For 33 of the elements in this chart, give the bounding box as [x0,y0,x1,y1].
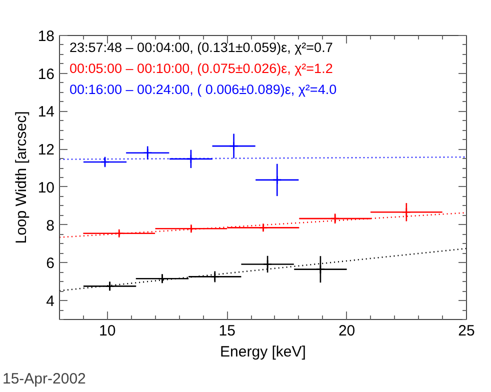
point [330,214,340,224]
point [402,208,412,217]
point [186,154,196,164]
y-tick-label: 14 [38,104,55,121]
point [186,224,196,234]
y-tick-label: 10 [38,179,55,196]
y-tick-label: 18 [38,28,55,45]
point [210,272,220,282]
x-axis-title: Energy [keV] [220,344,306,360]
point [262,260,272,269]
x-tick-label: 25 [458,322,475,340]
y-axis-title: Loop Width [arcsec] [12,111,30,244]
x-tick-label: 20 [338,322,356,340]
point [316,264,326,274]
y-tick-label: 12 [38,142,55,159]
y-tick-label: 8 [46,217,54,234]
point [105,282,114,291]
text: 23:57:48 – 00:04:00, (0.131±0.059)ε, χ²=0.7 [70,40,333,55]
text: 00:05:00 – 00:10:00, (0.075±0.026)ε, χ²=1.2 [70,61,333,76]
text: 00:16:00 – 00:24:00, ( 0.006±0.089)ε, χ²=4.0 [70,82,337,97]
text: 15-Apr-2002 [2,370,86,388]
point [100,157,110,167]
y-tick-label: 6 [46,255,54,272]
x-tick-label: 10 [99,322,116,340]
point [142,148,152,158]
point [114,228,124,238]
y-tick-label: 4 [46,293,54,310]
point [158,274,167,284]
y-tick-label: 16 [38,66,55,83]
point [272,175,282,185]
point [229,141,238,151]
x-tick-label: 15 [218,322,236,340]
point [258,223,268,232]
